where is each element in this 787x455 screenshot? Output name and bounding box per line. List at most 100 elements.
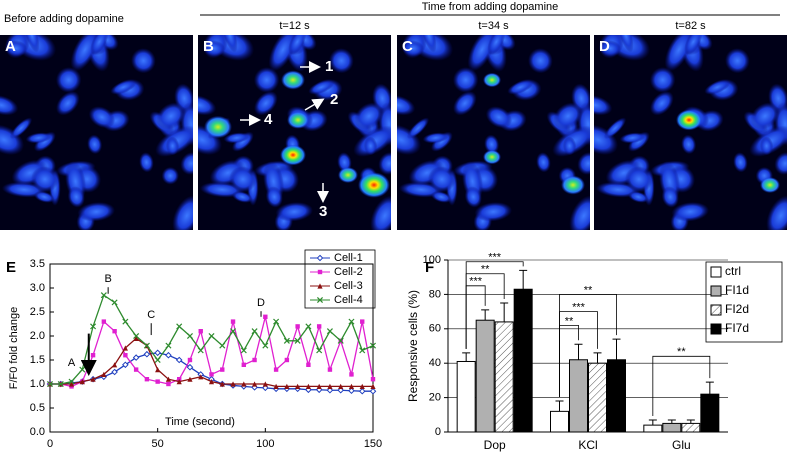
cell [422,132,449,144]
marker [316,254,324,262]
x-tick-label: Glu [672,438,691,452]
cell [774,152,787,175]
cell [265,186,283,208]
cell [464,186,482,208]
error-bar [574,343,583,360]
cell [24,35,40,53]
cell [222,35,238,53]
cell [661,186,679,208]
cell [562,136,577,156]
marker [133,367,139,372]
marker [219,342,226,349]
marker [230,319,236,324]
cell [87,134,103,155]
bar [513,288,533,433]
marker [241,381,247,387]
error-bar [705,381,714,395]
legend-label: Cell-4 [334,294,363,306]
hot-cell [676,109,702,131]
marker [187,376,193,382]
marker [273,318,280,325]
marker [369,387,377,395]
cell [77,202,116,222]
legend-label: FI7d [725,321,749,335]
marker [251,381,258,387]
cell [619,132,646,144]
y-axis-label: F/F0 fold change [8,307,20,390]
image-panel [198,35,391,230]
cell [766,195,787,230]
y-tick-label: 2.5 [30,306,45,318]
marker [186,363,194,371]
legend-label: Cell-1 [334,252,363,264]
legend-box [304,249,376,309]
cell [88,106,116,129]
annotation: C [147,309,155,321]
line-chart: E 0.0 0.5 1.0 1.5 2.0 2.5 3.0 3.5 0 50 100 150 Time (… [6,249,382,450]
cell [421,35,437,53]
panel-letter: D [599,38,610,55]
annotation: D [257,297,265,309]
marker [165,376,172,382]
y-axis-label: Responsive cells (%) [406,290,420,402]
error-bar [519,269,528,290]
significance-bracket [465,285,486,349]
hot-cell [204,115,232,139]
significance-label: *** [488,252,502,264]
cell-label: 3 [319,203,327,220]
marker [370,377,376,382]
cell [30,166,59,193]
cell [139,152,154,173]
cell [397,94,416,116]
marker [100,292,107,299]
x-tick-label: 150 [364,438,382,450]
panel-letter: E [6,259,16,276]
cell [671,202,710,222]
cell [627,191,649,203]
error-bar [648,419,657,426]
cell [536,152,551,173]
cell [56,91,80,116]
legend-swatch [710,266,722,278]
bar [700,393,720,433]
y-tick-label: 60 [429,323,441,335]
marker [79,379,85,385]
marker [175,356,183,364]
bar-chart: F 0 20 40 60 80 100 Responsive cells (%) Dop KCl G… [406,252,783,452]
marker [240,347,247,354]
marker [112,362,118,368]
y-tick-label: 80 [429,288,441,300]
cell [649,67,676,93]
significance-label: ** [584,284,593,296]
image-panel [0,35,193,230]
header-right: Time from adding dopamine [422,1,559,13]
bar [681,422,701,433]
marker [122,345,128,351]
cell [594,94,613,116]
cell [5,40,27,57]
cell [453,91,477,116]
y-tick-label: 2.0 [30,330,45,342]
significance-label: ** [481,264,490,276]
cell [0,94,19,116]
marker [316,324,322,329]
bar [456,360,476,433]
hot-cell [287,111,309,129]
cell [618,35,634,53]
marker [90,323,97,330]
marker [316,347,323,354]
marker [208,379,215,385]
y-tick-label: 3.5 [30,258,45,270]
marker [68,381,75,387]
legend-swatch [710,285,722,297]
cell [553,102,583,130]
marker [305,383,311,389]
cell [664,35,694,72]
bar [607,359,626,433]
marker [338,383,344,389]
cell [253,67,280,93]
cell [203,40,225,57]
y-tick-label: 3.0 [30,282,45,294]
cell [33,191,55,203]
y-tick-label: 1.0 [30,378,45,390]
